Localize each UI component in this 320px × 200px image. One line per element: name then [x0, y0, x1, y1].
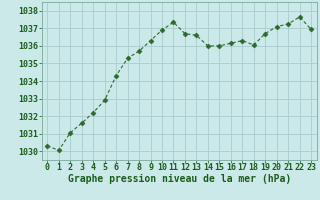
- X-axis label: Graphe pression niveau de la mer (hPa): Graphe pression niveau de la mer (hPa): [68, 174, 291, 184]
